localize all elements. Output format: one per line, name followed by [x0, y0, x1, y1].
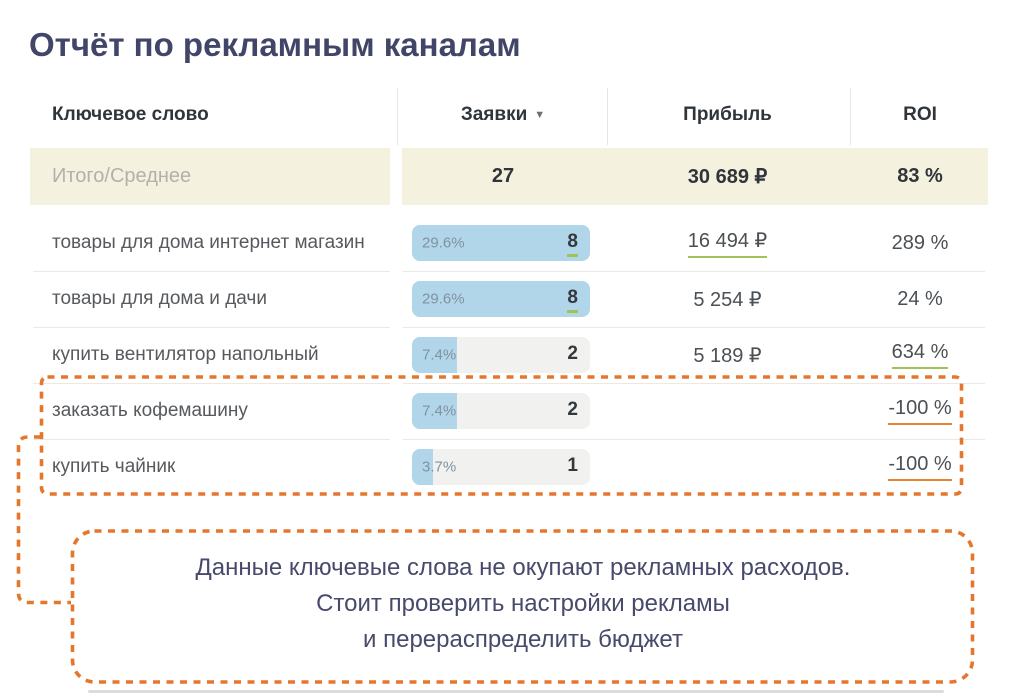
roi-cell: 634 % [891, 341, 949, 369]
leads-value: 8 [567, 229, 578, 257]
table-row: заказать кофемашину 7.4% 2 -100 % [33, 383, 985, 439]
roi-cell: -100 % [888, 397, 952, 425]
callout-line: и перераспределить бюджет [363, 626, 683, 653]
totals-row-bg-left [30, 148, 390, 205]
leads-bar: 7.4% 2 [412, 393, 590, 429]
leads-share-label: 29.6% [422, 234, 465, 252]
profit-cell: 16 494 ₽ [687, 228, 768, 258]
roi-cell: 24 % [897, 287, 943, 310]
table-row: купить вентилятор напольный 7.4% 2 5 189… [33, 327, 985, 383]
profit-cell: 5 189 ₽ [693, 344, 762, 367]
keyword-cell: купить чайник [52, 456, 176, 477]
page-bottom-divider [88, 690, 944, 693]
leads-bar: 29.6% 8 [412, 281, 590, 317]
leads-bar-fill [412, 281, 590, 317]
table-row: купить чайник 3.7% 1 -100 % [33, 439, 985, 495]
keyword-cell: товары для дома и дачи [52, 288, 267, 309]
keyword-cell: заказать кофемашину [52, 400, 248, 421]
table-row: товары для дома интернет магазин 29.6% 8… [33, 215, 985, 271]
totals-row-bg-right [402, 148, 988, 205]
leads-share-label: 7.4% [422, 346, 457, 364]
callout-line: Стоит проверить настройки рекламы [316, 590, 730, 617]
header-leads-label: Заявки [460, 104, 528, 125]
leads-bar: 29.6% 8 [412, 225, 590, 261]
header-roi: ROI [850, 88, 985, 145]
channels-table: Ключевое слово Заявки ▼ Прибыль ROI Итог… [30, 88, 988, 495]
keyword-cell: товары для дома интернет магазин [52, 232, 365, 253]
leads-value: 1 [567, 455, 578, 476]
keyword-cell: купить вентилятор напольный [52, 344, 319, 365]
header-keyword: Ключевое слово [52, 104, 209, 125]
header-leads-sort[interactable]: Заявки ▼ [397, 88, 604, 145]
header-profit: Прибыль [607, 88, 843, 145]
callout-line: Данные ключевые слова не окупают рекламн… [195, 554, 851, 581]
totals-profit: 30 689 ₽ [687, 166, 768, 188]
leads-bar-fill [412, 225, 590, 261]
sort-desc-icon[interactable]: ▼ [534, 108, 546, 121]
roi-cell: -100 % [888, 453, 952, 481]
totals-leads: 27 [491, 165, 515, 187]
leads-value: 8 [567, 285, 578, 313]
profit-cell: 5 254 ₽ [693, 288, 762, 311]
leads-value: 2 [567, 343, 578, 364]
leads-share-label: 3.7% [422, 458, 457, 476]
roi-cell: 289 % [891, 231, 949, 254]
table-row: товары для дома и дачи 29.6% 8 5 254 ₽ 2… [33, 271, 985, 327]
leads-share-label: 29.6% [422, 290, 465, 308]
callout-message: Данные ключевые слова не окупают рекламн… [74, 550, 972, 658]
leads-bar: 3.7% 1 [412, 449, 590, 485]
page-title: Отчёт по рекламным каналам [29, 26, 521, 63]
totals-roi: 83 % [897, 165, 943, 187]
table-header-row: Ключевое слово Заявки ▼ Прибыль ROI [33, 88, 985, 145]
totals-row: Итого/Среднее 27 30 689 ₽ 83 % [30, 148, 988, 205]
leads-bar: 7.4% 2 [412, 337, 590, 373]
leads-bar-fill [412, 337, 457, 373]
leads-share-label: 7.4% [422, 402, 457, 420]
totals-label: Итого/Среднее [52, 165, 192, 187]
leads-value: 2 [567, 399, 578, 420]
